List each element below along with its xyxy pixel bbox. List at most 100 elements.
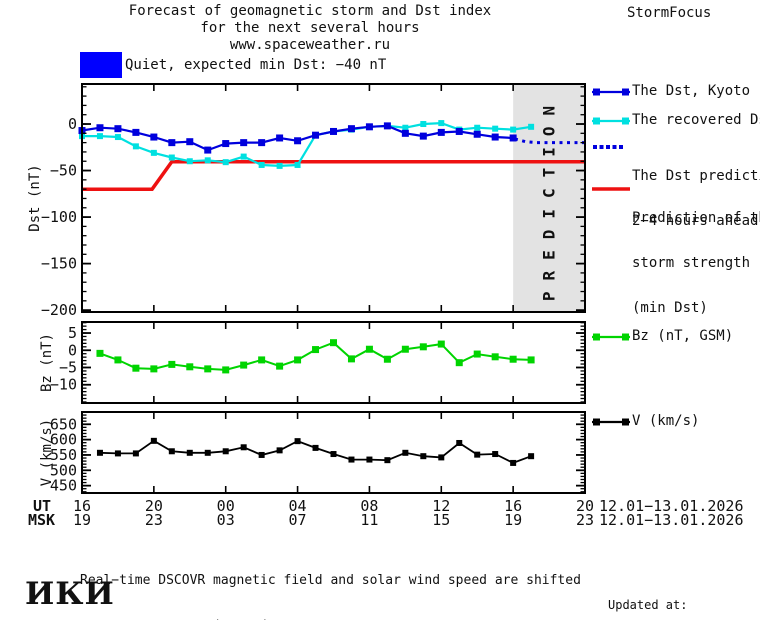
data-point bbox=[510, 126, 517, 133]
x-tick-label: 20 bbox=[576, 497, 594, 515]
panel-frame bbox=[81, 83, 586, 313]
data-point bbox=[437, 340, 445, 348]
legend-label: The Dst, Kyoto bbox=[632, 83, 751, 99]
time-row-label: MSK bbox=[28, 511, 55, 529]
data-point bbox=[383, 122, 391, 130]
page-title: Forecast of geomagnetic storm and Dst in… bbox=[0, 3, 620, 54]
data-point bbox=[527, 356, 535, 364]
y-tick-label: −200 bbox=[41, 301, 77, 319]
x-tick-label: 23 bbox=[145, 511, 163, 529]
status-color-swatch bbox=[80, 52, 122, 78]
legend-label-line3: (min Dst) bbox=[632, 300, 708, 316]
legend-label: Bz (nT, GSM) bbox=[632, 328, 734, 344]
y-tick-label: −5 bbox=[59, 358, 77, 376]
data-point bbox=[276, 162, 283, 169]
data-point bbox=[473, 130, 481, 138]
data-point bbox=[510, 459, 517, 466]
legend-item-v: V (km/s) bbox=[592, 414, 699, 429]
x-tick-label: 19 bbox=[73, 511, 91, 529]
footnote-line-1: Real−time DSCOVR magnetic field and sola… bbox=[80, 573, 581, 588]
data-point bbox=[474, 124, 481, 131]
y-tick-label: 0 bbox=[68, 115, 77, 133]
time-row-label: UT bbox=[33, 497, 51, 515]
data-point bbox=[474, 451, 481, 458]
data-point bbox=[420, 121, 427, 128]
data-point bbox=[132, 364, 140, 372]
data-point bbox=[312, 346, 320, 354]
data-point bbox=[132, 450, 139, 457]
data-point bbox=[402, 449, 409, 456]
y-axis-label: V (km/s) bbox=[39, 419, 55, 486]
data-point bbox=[455, 359, 463, 367]
data-point bbox=[114, 450, 121, 457]
data-point bbox=[348, 456, 355, 463]
x-tick-label: 00 bbox=[217, 497, 235, 515]
legend-item-dst-prediction: The Dst prediction 2−4 hours ahead bbox=[592, 139, 760, 259]
footnote: Real−time DSCOVR magnetic field and sola… bbox=[80, 538, 581, 620]
data-point bbox=[365, 123, 373, 131]
data-point bbox=[186, 158, 193, 165]
data-point bbox=[96, 133, 103, 140]
y-axis-label: Bz (nT) bbox=[39, 333, 55, 392]
data-point bbox=[96, 349, 104, 357]
legend-label: The recovered Dst bbox=[632, 112, 760, 128]
data-point bbox=[276, 134, 284, 142]
x-tick-label: 07 bbox=[289, 511, 307, 529]
data-point bbox=[222, 159, 229, 166]
data-point bbox=[186, 363, 194, 371]
data-point bbox=[294, 161, 301, 168]
data-point bbox=[294, 438, 301, 445]
data-point bbox=[132, 143, 139, 150]
x-tick-label: 15 bbox=[432, 511, 450, 529]
data-point bbox=[509, 355, 517, 363]
data-point bbox=[114, 134, 121, 141]
legend-item-storm-strength: Prediction of the storm strength (min Ds… bbox=[592, 181, 760, 346]
data-point bbox=[455, 127, 463, 135]
institute-name: Space Research Institute RAS bbox=[118, 616, 329, 620]
data-point bbox=[168, 360, 176, 368]
data-point bbox=[456, 439, 463, 446]
y-tick-label: 5 bbox=[68, 324, 77, 342]
data-point bbox=[419, 343, 427, 351]
data-point bbox=[114, 125, 122, 133]
data-point bbox=[438, 454, 445, 461]
x-tick-label: 19 bbox=[504, 511, 522, 529]
data-point bbox=[240, 139, 248, 147]
x-tick-label: 08 bbox=[360, 497, 378, 515]
data-point bbox=[509, 134, 517, 142]
legend-item-dst-kyoto: The Dst, Kyoto bbox=[592, 84, 750, 99]
data-point bbox=[96, 449, 103, 456]
legend-label: V (km/s) bbox=[632, 413, 700, 429]
data-point bbox=[366, 456, 373, 463]
data-point bbox=[330, 339, 337, 347]
legend-swatch-recovered-dst bbox=[592, 117, 630, 125]
updated-label: Updated at: bbox=[608, 598, 688, 612]
y-tick-label: 600 bbox=[50, 431, 77, 449]
data-point bbox=[491, 353, 499, 361]
y-axis-label: Dst (nT) bbox=[27, 164, 43, 231]
data-point bbox=[528, 123, 535, 130]
updated-block: Updated at: UT 16:05, 13.01.2026 MSK 19:… bbox=[608, 565, 760, 620]
data-point bbox=[96, 124, 104, 132]
data-point bbox=[258, 161, 265, 168]
x-tick-label: 03 bbox=[217, 511, 235, 529]
data-point bbox=[150, 149, 157, 156]
data-point bbox=[347, 125, 355, 133]
y-tick-label: 500 bbox=[50, 461, 77, 479]
data-point bbox=[168, 154, 175, 161]
data-point bbox=[492, 451, 499, 458]
data-point bbox=[204, 157, 211, 164]
data-point bbox=[258, 356, 266, 364]
data-point bbox=[204, 146, 212, 154]
data-point bbox=[492, 125, 499, 132]
prediction-band-label: PREDICTION bbox=[540, 95, 559, 301]
data-point bbox=[401, 129, 409, 137]
x-tick-label: 16 bbox=[73, 497, 91, 515]
iki-logo: ИКИ bbox=[25, 576, 115, 612]
data-point bbox=[114, 356, 122, 364]
legend-swatch-dst-kyoto bbox=[592, 88, 630, 96]
data-point bbox=[150, 365, 158, 373]
series-solar-wind-speed bbox=[99, 439, 532, 464]
data-point bbox=[276, 362, 284, 370]
